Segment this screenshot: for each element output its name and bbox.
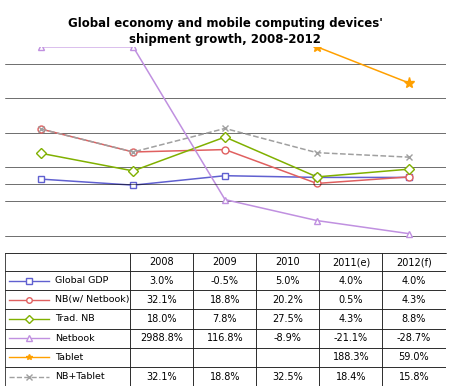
Title: Global economy and mobile computing devices'
shipment growth, 2008-2012: Global economy and mobile computing devi…: [68, 17, 382, 46]
Bar: [320, 367, 382, 386]
Text: 18.0%: 18.0%: [146, 314, 177, 324]
Bar: [193, 328, 256, 348]
Text: 4.0%: 4.0%: [339, 276, 363, 285]
Bar: [130, 348, 193, 367]
Text: 32.1%: 32.1%: [146, 372, 177, 381]
Bar: [4, 271, 130, 290]
Text: NB+Tablet: NB+Tablet: [55, 372, 105, 381]
Text: 18.4%: 18.4%: [336, 372, 366, 381]
Bar: [193, 367, 256, 386]
Text: 2008: 2008: [149, 257, 174, 267]
Bar: [256, 348, 320, 367]
Bar: [382, 367, 446, 386]
Bar: [130, 367, 193, 386]
Text: 5.0%: 5.0%: [275, 276, 300, 285]
Text: 4.3%: 4.3%: [339, 314, 363, 324]
Text: 59.0%: 59.0%: [399, 352, 429, 362]
Bar: [382, 328, 446, 348]
Bar: [382, 271, 446, 290]
Text: 188.3%: 188.3%: [333, 352, 369, 362]
Bar: [193, 290, 256, 309]
Bar: [4, 367, 130, 386]
Text: 32.1%: 32.1%: [146, 295, 177, 305]
Text: -21.1%: -21.1%: [334, 333, 368, 343]
Bar: [382, 348, 446, 367]
Text: Netbook: Netbook: [55, 333, 95, 343]
Text: 3.0%: 3.0%: [149, 276, 174, 285]
Text: Global GDP: Global GDP: [55, 276, 108, 285]
Bar: [130, 253, 193, 271]
Bar: [320, 253, 382, 271]
Bar: [130, 328, 193, 348]
Bar: [130, 271, 193, 290]
Text: 18.8%: 18.8%: [210, 295, 240, 305]
Bar: [130, 290, 193, 309]
Bar: [320, 290, 382, 309]
Bar: [320, 271, 382, 290]
Bar: [193, 271, 256, 290]
Bar: [4, 328, 130, 348]
Text: 8.8%: 8.8%: [402, 314, 426, 324]
Text: 2988.8%: 2988.8%: [140, 333, 183, 343]
Bar: [193, 348, 256, 367]
Bar: [320, 348, 382, 367]
Text: 27.5%: 27.5%: [272, 314, 303, 324]
Text: 15.8%: 15.8%: [399, 372, 429, 381]
Bar: [320, 328, 382, 348]
Text: NB(w/ Netbook): NB(w/ Netbook): [55, 295, 130, 304]
Bar: [382, 253, 446, 271]
Text: 7.8%: 7.8%: [212, 314, 237, 324]
Text: 4.0%: 4.0%: [402, 276, 426, 285]
Text: Trad. NB: Trad. NB: [55, 314, 95, 323]
Text: 18.8%: 18.8%: [210, 372, 240, 381]
Bar: [4, 309, 130, 328]
Text: 4.3%: 4.3%: [402, 295, 426, 305]
Text: -28.7%: -28.7%: [397, 333, 431, 343]
Text: 2010: 2010: [275, 257, 300, 267]
Bar: [256, 253, 320, 271]
Text: Tablet: Tablet: [55, 353, 83, 362]
Bar: [130, 309, 193, 328]
Bar: [193, 309, 256, 328]
Text: -8.9%: -8.9%: [274, 333, 302, 343]
Bar: [256, 290, 320, 309]
Text: 2011(e): 2011(e): [332, 257, 370, 267]
Bar: [256, 309, 320, 328]
Text: -0.5%: -0.5%: [211, 276, 239, 285]
Bar: [193, 253, 256, 271]
Bar: [256, 328, 320, 348]
Text: 116.8%: 116.8%: [207, 333, 243, 343]
Text: 32.5%: 32.5%: [272, 372, 303, 381]
Bar: [320, 309, 382, 328]
Bar: [4, 253, 130, 271]
Bar: [4, 290, 130, 309]
Bar: [382, 309, 446, 328]
Text: 2012(f): 2012(f): [396, 257, 432, 267]
Text: 0.5%: 0.5%: [339, 295, 363, 305]
Text: 2009: 2009: [212, 257, 237, 267]
Bar: [256, 271, 320, 290]
Bar: [382, 290, 446, 309]
Text: 20.2%: 20.2%: [272, 295, 303, 305]
Bar: [256, 367, 320, 386]
Bar: [4, 348, 130, 367]
